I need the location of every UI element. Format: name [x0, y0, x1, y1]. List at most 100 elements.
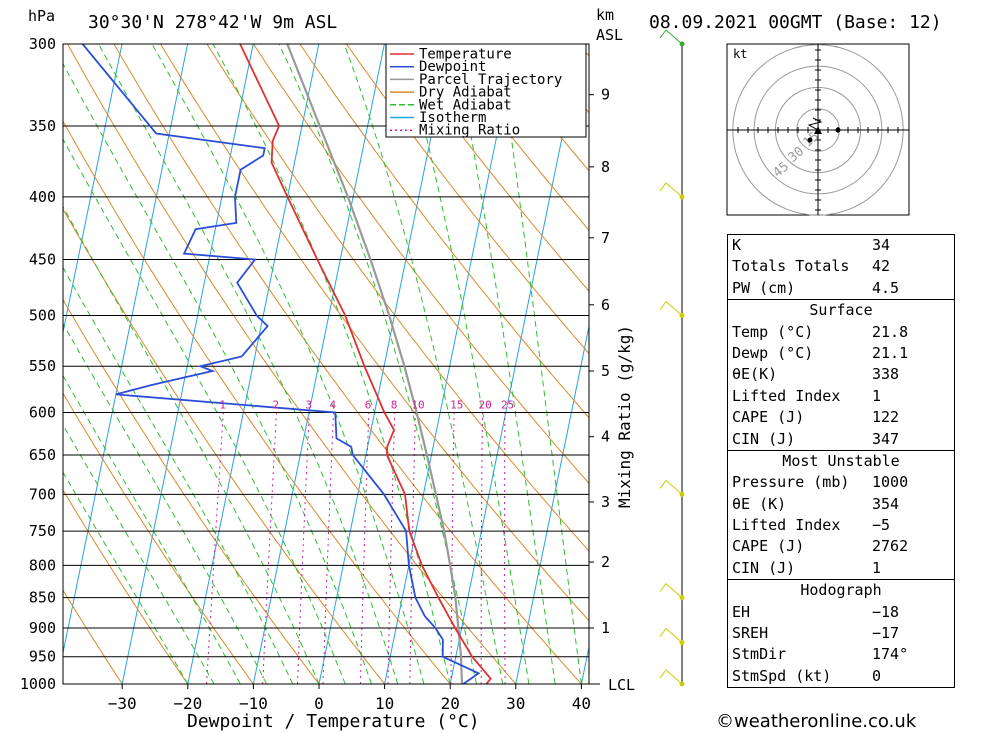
wind-barb-feather	[659, 301, 667, 310]
mixing-ratio-label: 6	[365, 398, 372, 411]
hodograph-section: Hodograph EH −18 SREH −17 StmDir 174° StmSpd (…	[728, 579, 954, 687]
hodograph-point	[835, 127, 841, 133]
legend-entry: Parcel Trajectory	[419, 72, 562, 88]
pressure-tick-label: 950	[29, 648, 56, 666]
isotherm-line	[515, 323, 589, 684]
index-label: PW (cm)	[732, 278, 796, 297]
index-value: 1	[872, 386, 882, 405]
datetime-title: 08.09.2021 00GMT (Base: 12)	[649, 12, 942, 33]
isotherm-line	[252, 44, 385, 684]
x-tick-label: −30	[108, 694, 137, 713]
pressure-tick-label: 550	[29, 357, 56, 375]
pressure-tick-label: 900	[29, 619, 56, 637]
temperature-line	[239, 44, 492, 684]
wind-barb-feather	[659, 29, 667, 39]
wet-adiabat-line	[402, 44, 530, 684]
km-tick-label: 4	[601, 428, 610, 446]
mixing-ratio-line	[206, 412, 224, 684]
dry-adiabat-line	[206, 44, 589, 552]
x-tick-label: 0	[314, 694, 324, 713]
pressure-tick-label: 800	[29, 556, 56, 574]
mixing-ratio-line	[409, 412, 416, 684]
index-value: 21.1	[872, 343, 909, 362]
index-value: 174°	[872, 645, 909, 664]
km-tick-label: 7	[601, 229, 610, 247]
dry-adiabat-line	[392, 44, 589, 292]
mixing-ratio-label: 20	[478, 398, 491, 411]
dry-adiabat-line	[63, 392, 254, 684]
surface-section: Surface Temp (°C) 21.8 Dewp (°C) 21.1 θE(K) 3…	[728, 299, 954, 450]
km-tick-label: 5	[601, 362, 610, 380]
isotherm-line	[318, 44, 451, 684]
index-label: CIN (J)	[732, 429, 796, 448]
parcel-line	[286, 44, 464, 684]
index-row: θE(K) 338	[728, 364, 954, 385]
index-value: 1	[872, 558, 882, 577]
index-label: Lifted Index	[732, 516, 841, 535]
dry-adiabat-line	[159, 44, 589, 622]
x-axis-title: Dewpoint / Temperature (°C)	[187, 711, 480, 732]
mixing-ratio-line	[297, 412, 310, 684]
x-tick-label: 40	[572, 694, 591, 713]
index-row: SREH −17	[728, 623, 954, 644]
wind-barb	[665, 669, 683, 685]
indices-table: K 34 Totals Totals 42 PW (cm) 4.5 Surface Tem…	[727, 234, 955, 689]
km-tick-label: 3	[601, 493, 610, 511]
index-row: K 34	[728, 235, 954, 256]
index-label: K	[732, 236, 742, 254]
dry-adiabat-line	[63, 489, 189, 684]
mixing-ratio-line	[262, 412, 277, 684]
dry-adiabat-line	[63, 208, 385, 684]
pressure-tick-label: 750	[29, 522, 56, 540]
wind-barb	[665, 628, 683, 643]
dry-adiabat-line	[66, 44, 517, 684]
surface-title: Surface	[809, 301, 873, 320]
km-label: km	[596, 6, 614, 24]
credit-footer: ©weatheronline.co.uk	[716, 711, 917, 732]
mixing-ratio-line	[322, 412, 334, 684]
legend-entry: Isotherm	[419, 110, 486, 126]
location-title: 30°30'N 278°42'W 9m ASL	[88, 12, 337, 33]
x-tick-label: 10	[375, 694, 394, 713]
isotherm-line	[384, 44, 517, 684]
most-unstable-section: Most Unstable Pressure (mb) 1000 θE (K) 354…	[728, 449, 954, 579]
km-tick-label: 8	[601, 158, 610, 176]
index-row: CIN (J) 1	[728, 558, 954, 579]
pressure-tick-label: 400	[29, 188, 56, 206]
km-tick-label: 1	[601, 619, 610, 637]
index-row: Dewp (°C) 21.1	[728, 343, 954, 364]
hodograph-title: Hodograph	[800, 581, 882, 600]
mixing-ratio-label: 2	[272, 398, 279, 411]
pressure-tick-label: 1000	[20, 675, 56, 693]
dry-adiabat-line	[252, 44, 589, 485]
index-label: Temp (°C)	[732, 322, 814, 341]
x-tick-label: −20	[173, 694, 202, 713]
index-row: Lifted Index 1	[728, 386, 954, 407]
x-tick-label: 20	[441, 694, 460, 713]
index-value: 4.5	[872, 278, 900, 297]
index-row: EH −18	[728, 602, 954, 623]
index-label: Totals Totals	[732, 257, 850, 276]
index-value: 354	[872, 494, 900, 513]
wet-adiabat-line	[63, 62, 372, 684]
temperature-axis: −30 −20 −10 0 10 20 30 40	[108, 684, 591, 713]
mixing-ratio-line	[387, 412, 396, 684]
wind-barb-feather	[659, 480, 667, 489]
x-tick-label: −10	[239, 694, 268, 713]
pressure-tick-label: 650	[29, 446, 56, 464]
index-label: Lifted Index	[732, 386, 841, 405]
index-label: Pressure (mb)	[732, 473, 850, 492]
mixing-ratio-label: 3	[305, 398, 312, 411]
mixing-ratio-axis-title: Mixing Ratio (g/kg)	[615, 325, 634, 508]
index-row: StmDir 174°	[728, 644, 954, 665]
profiles	[81, 44, 492, 684]
legend-entry: Dewpoint	[419, 59, 486, 75]
index-value: 347	[872, 429, 900, 448]
hodograph-trace	[807, 117, 823, 131]
mixing-ratio-labels: 1 2 3 4 6 8 10 15 20 25	[219, 398, 514, 411]
mixing-ratio-line	[480, 412, 483, 684]
isotherm-line	[63, 44, 123, 335]
index-row: Temp (°C) 21.8	[728, 322, 954, 343]
